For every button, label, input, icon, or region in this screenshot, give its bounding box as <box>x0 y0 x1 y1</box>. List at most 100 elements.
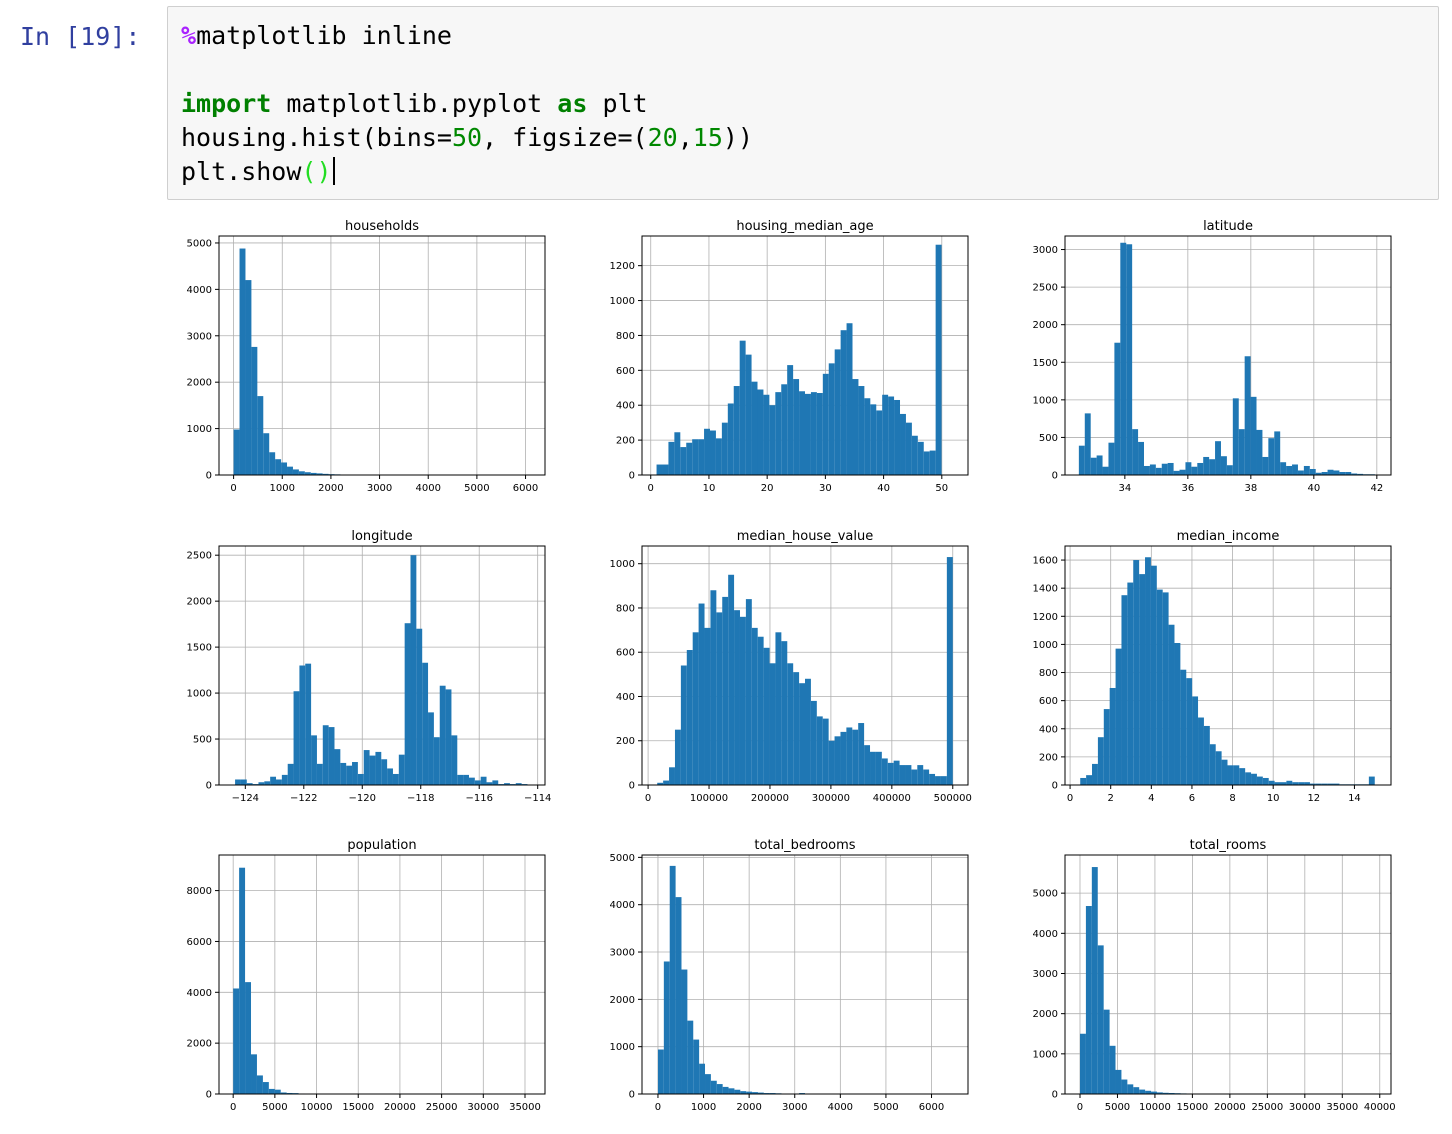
x-tick-label: 100000 <box>690 793 728 804</box>
histogram-bar <box>757 389 764 475</box>
y-tick-label: 200 <box>616 436 635 447</box>
histogram-bar <box>870 751 876 785</box>
histogram-bar <box>940 776 947 785</box>
histogram-bar <box>740 1091 747 1094</box>
histogram-bar <box>1108 442 1115 475</box>
histogram-bar <box>316 763 323 785</box>
histogram-bar <box>793 672 800 785</box>
histogram-bar <box>1327 469 1334 475</box>
histogram-bar <box>864 398 871 475</box>
y-tick-label: 5000 <box>1033 889 1058 900</box>
x-tick-label: 3000 <box>782 1102 807 1113</box>
x-tick-label: 2000 <box>318 483 343 494</box>
histogram-bar <box>1221 759 1228 785</box>
histogram-bar <box>905 422 912 475</box>
y-tick-label: 0 <box>206 781 212 792</box>
hist-call: housing.hist(bins= <box>181 123 452 152</box>
x-tick-label: 12 <box>1307 793 1320 804</box>
figsize-height: 15 <box>692 123 723 152</box>
code-cell[interactable]: %matplotlib inline import matplotlib.pyp… <box>167 6 1439 200</box>
histogram-bar <box>1133 1087 1140 1094</box>
histogram-bar <box>1090 457 1097 475</box>
histogram-bar <box>911 435 918 475</box>
histogram-bar <box>1274 431 1281 475</box>
x-tick-label: 30 <box>819 483 832 494</box>
x-tick-label: 0 <box>1077 1102 1083 1113</box>
histogram-bar <box>274 1089 281 1094</box>
y-tick-label: 2000 <box>187 1039 212 1050</box>
x-tick-label: 35000 <box>509 1102 541 1113</box>
histogram-bar <box>656 464 663 475</box>
x-tick-label: 6 <box>1189 793 1195 804</box>
histogram-bar <box>311 735 317 785</box>
histogram-latitude: latitude 34 36 38 40 42 0 500 1000 1500 2000 2500 30… <box>1033 219 1392 494</box>
y-tick-label: 2000 <box>187 378 212 389</box>
y-tick-label: 3000 <box>1033 969 1058 980</box>
histogram-bar <box>433 737 440 785</box>
histogram-bar <box>1227 765 1234 785</box>
x-tick-label: 10 <box>1267 793 1280 804</box>
histogram-bar <box>305 663 312 785</box>
y-tick-label: 1000 <box>1033 640 1058 651</box>
histogram-bar <box>1321 783 1328 785</box>
histogram-bar <box>1368 776 1375 785</box>
histogram-bar <box>1084 413 1091 475</box>
histogram-bar <box>722 596 729 785</box>
histogram-bar <box>881 758 888 785</box>
histogram-bar <box>894 399 901 475</box>
histogram-bar <box>692 632 699 785</box>
figsize-width: 20 <box>647 123 678 152</box>
y-tick-label: 2500 <box>1033 283 1058 294</box>
y-tick-label: 1600 <box>1033 556 1058 567</box>
histogram-bar <box>946 557 953 785</box>
chart-title: total_rooms <box>1190 838 1267 853</box>
x-tick-label: 0 <box>230 1102 236 1113</box>
histogram-bar <box>264 781 271 785</box>
histogram-bar <box>905 765 912 785</box>
histogram-bar <box>816 716 823 785</box>
y-tick-label: 4000 <box>187 285 212 296</box>
histogram-bar <box>1245 772 1252 785</box>
y-tick-label: 800 <box>616 331 635 342</box>
bins-value: 50 <box>451 123 483 152</box>
histogram-bar <box>1103 1009 1110 1094</box>
histogram-bar <box>840 330 847 475</box>
histogram-bar <box>852 379 859 475</box>
y-tick-label: 3000 <box>1033 245 1058 256</box>
x-tick-label: −116 <box>465 793 492 804</box>
histogram-bar <box>1097 945 1104 1094</box>
histogram-bar <box>1179 469 1186 475</box>
histogram-bar <box>917 765 924 785</box>
histogram-bar <box>286 1092 293 1094</box>
histogram-bar <box>363 750 370 785</box>
histogram-bar <box>392 773 399 785</box>
histogram-bar <box>298 471 305 475</box>
y-tick-label: 2000 <box>1033 320 1058 331</box>
histogram-bar <box>1156 1092 1163 1094</box>
x-tick-label: 30000 <box>1289 1102 1321 1113</box>
show-call: plt.show <box>181 157 302 186</box>
histogram-bar <box>1327 783 1334 785</box>
histogram-bar <box>1162 592 1169 785</box>
code-editor[interactable]: %matplotlib inline import matplotlib.pyp… <box>181 19 753 189</box>
cell-prompt: In [19]: <box>20 22 141 51</box>
histogram-bar <box>745 599 752 785</box>
histogram-bar <box>1162 1092 1169 1094</box>
histogram-bar <box>1139 574 1146 785</box>
histogram-bar <box>256 1075 263 1094</box>
x-tick-label: 25000 <box>426 1102 458 1113</box>
histogram-bar <box>734 1089 741 1094</box>
histogram-bar <box>1226 465 1233 475</box>
histogram-bar <box>739 616 746 785</box>
histogram-bar <box>887 762 894 785</box>
axes-frame <box>218 235 546 476</box>
histogram-bar <box>1232 398 1239 475</box>
histogram-bar <box>828 740 835 785</box>
histogram-bar <box>310 472 317 475</box>
histogram-bar <box>1168 624 1175 785</box>
histogram-bar <box>911 769 918 785</box>
histogram-bar <box>381 759 388 785</box>
histogram-total_bedrooms: total_bedrooms 0 1000 2000 3000 4000 5000 6000 0… <box>610 838 969 1113</box>
histogram-bar <box>781 641 788 785</box>
